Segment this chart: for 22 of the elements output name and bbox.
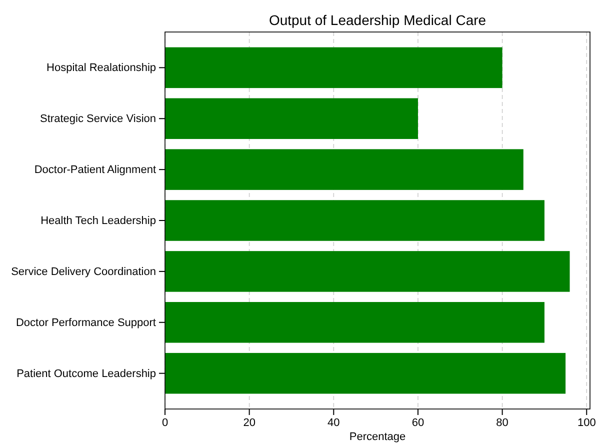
y-tick-label: Health Tech Leadership <box>40 215 156 228</box>
y-tick-label: Strategic Service Vision <box>40 113 156 126</box>
x-tick-label: 0 <box>162 416 168 429</box>
bar <box>165 200 544 241</box>
y-tick-label: Hospital Realationship <box>46 62 156 74</box>
bar <box>165 47 502 88</box>
bar <box>165 251 570 292</box>
x-tick-label: 80 <box>496 416 508 429</box>
bar <box>165 352 566 394</box>
x-tick-label: 100 <box>577 416 596 429</box>
chart-title: Output of Leadership Medical Care <box>268 12 486 28</box>
x-axis-title: Percentage <box>349 431 406 443</box>
y-tick-label: Doctor-Patient Alignment <box>34 164 156 176</box>
y-tick-label: Doctor Performance Support <box>16 316 156 329</box>
y-tick-label: Patient Outcome Leadership <box>16 368 156 380</box>
x-tick-label: 40 <box>328 416 340 429</box>
bar <box>165 149 524 190</box>
x-tick-label: 20 <box>243 416 256 429</box>
y-tick-label: Service Delivery Coordination <box>11 266 156 278</box>
bar <box>165 302 544 343</box>
x-tick-label: 60 <box>412 416 424 429</box>
bar <box>165 98 418 139</box>
